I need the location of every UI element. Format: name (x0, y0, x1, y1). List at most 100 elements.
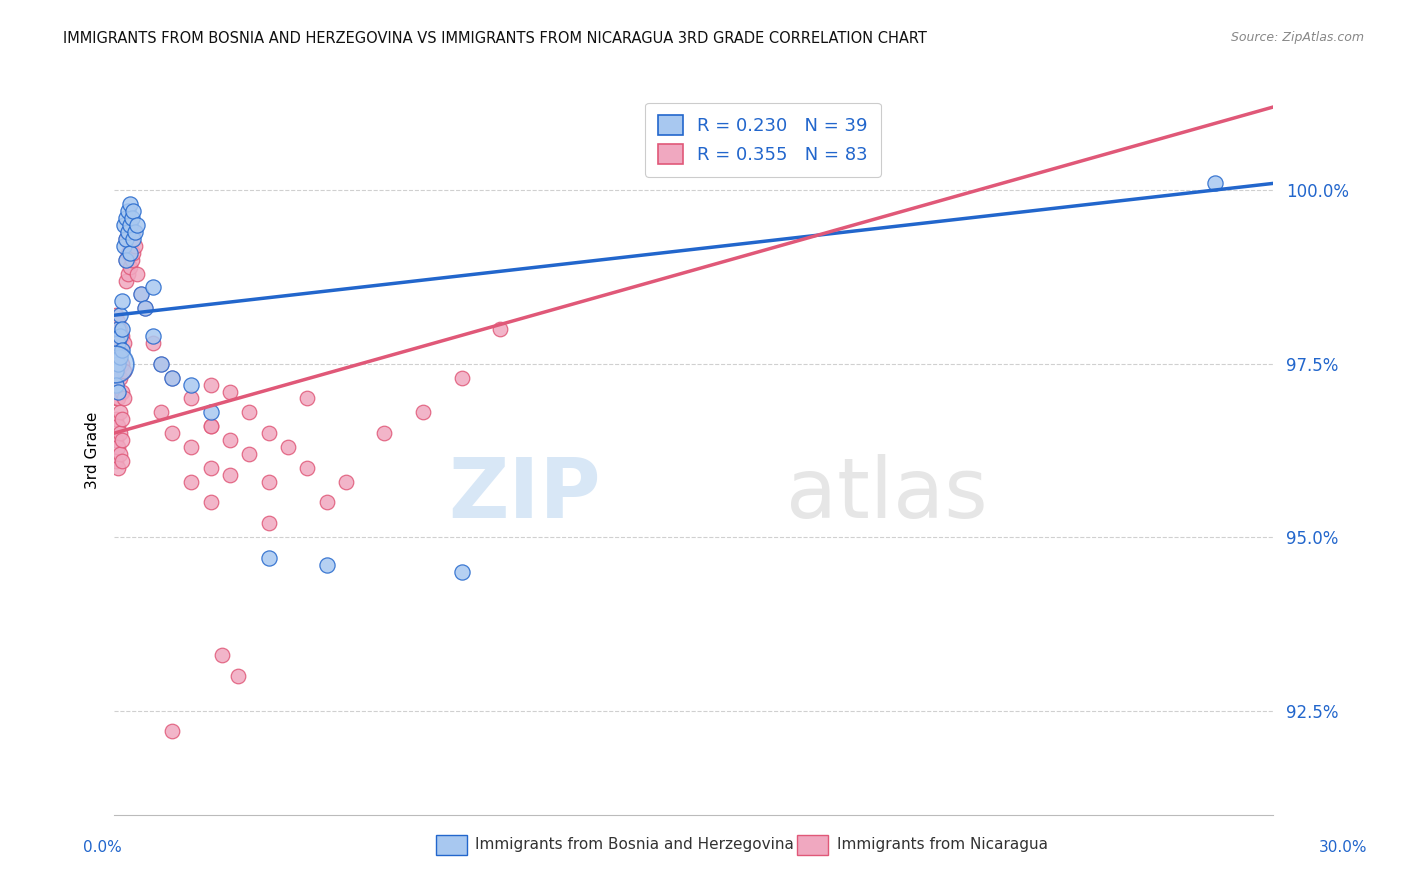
Point (211, 648, 233, 662)
Point (107, 419, 129, 434)
Point (142, 335, 165, 350)
Point (105, 364, 128, 378)
Point (127, 267, 149, 281)
Point (315, 558, 337, 572)
Text: 30.0%: 30.0% (1319, 840, 1367, 855)
Point (200, 495, 222, 509)
Point (122, 204, 145, 219)
Point (450, 370, 472, 384)
Point (111, 322, 134, 336)
Point (121, 252, 143, 267)
Point (122, 245, 145, 260)
Y-axis label: 3rd Grade: 3rd Grade (86, 412, 100, 489)
Point (108, 426, 131, 441)
Point (121, 211, 143, 226)
Point (105, 433, 128, 447)
Point (200, 419, 222, 434)
Point (200, 460, 222, 475)
Point (118, 260, 141, 274)
Point (118, 197, 141, 211)
Point (226, 669, 249, 683)
Point (118, 245, 141, 260)
Point (108, 329, 131, 343)
Point (108, 343, 131, 357)
Point (297, 460, 319, 475)
Point (450, 565, 472, 579)
Point (107, 322, 129, 336)
Point (111, 433, 134, 447)
Point (180, 475, 202, 489)
Text: IMMIGRANTS FROM BOSNIA AND HERZEGOVINA VS IMMIGRANTS FROM NICARAGUA 3RD GRADE CO: IMMIGRANTS FROM BOSNIA AND HERZEGOVINA V… (63, 31, 927, 46)
Point (112, 239, 135, 253)
Point (111, 343, 134, 357)
Point (160, 370, 183, 384)
Point (107, 315, 129, 329)
Point (108, 405, 131, 419)
Point (108, 447, 131, 461)
Point (297, 392, 319, 406)
Point (105, 350, 128, 364)
Point (105, 377, 128, 392)
Point (108, 350, 131, 364)
Text: atlas: atlas (786, 454, 988, 534)
Point (107, 392, 129, 406)
Point (219, 467, 242, 482)
Point (107, 357, 129, 371)
Point (219, 433, 242, 447)
Point (107, 335, 129, 350)
Point (124, 239, 146, 253)
Point (112, 335, 135, 350)
Point (112, 364, 135, 378)
Point (111, 329, 134, 343)
Point (200, 405, 222, 419)
Point (114, 274, 136, 288)
Point (107, 335, 129, 350)
Point (149, 357, 172, 371)
Point (124, 225, 146, 239)
Point (160, 426, 183, 441)
Point (104, 357, 127, 371)
Point (122, 232, 145, 246)
Point (111, 384, 134, 399)
Point (111, 294, 134, 309)
Point (257, 551, 280, 566)
Point (149, 405, 172, 419)
Point (180, 377, 202, 392)
Point (129, 287, 152, 301)
Point (219, 384, 242, 399)
Point (160, 724, 183, 739)
Point (142, 280, 165, 294)
Point (105, 392, 128, 406)
Point (373, 426, 395, 441)
Point (108, 370, 131, 384)
FancyBboxPatch shape (436, 835, 467, 855)
Point (114, 232, 136, 246)
Point (315, 495, 337, 509)
Point (105, 370, 128, 384)
Point (134, 301, 156, 316)
Point (160, 370, 183, 384)
Point (105, 454, 128, 468)
Legend: R = 0.230   N = 39, R = 0.355   N = 83: R = 0.230 N = 39, R = 0.355 N = 83 (645, 103, 880, 177)
Point (107, 364, 129, 378)
Point (117, 245, 139, 260)
Point (117, 225, 139, 239)
Text: ZIP: ZIP (449, 454, 600, 534)
Point (117, 267, 139, 281)
Text: Immigrants from Bosnia and Herzegovina: Immigrants from Bosnia and Herzegovina (475, 838, 794, 852)
Point (107, 460, 129, 475)
Point (238, 405, 260, 419)
Text: Immigrants from Nicaragua: Immigrants from Nicaragua (837, 838, 1047, 852)
Point (114, 252, 136, 267)
Point (112, 392, 135, 406)
Point (180, 392, 202, 406)
FancyBboxPatch shape (797, 835, 828, 855)
Point (117, 225, 139, 239)
Point (127, 218, 149, 232)
Point (122, 225, 145, 239)
Point (111, 412, 134, 426)
Point (200, 377, 222, 392)
Point (105, 329, 128, 343)
Point (114, 252, 136, 267)
Text: 0.0%: 0.0% (83, 840, 122, 855)
